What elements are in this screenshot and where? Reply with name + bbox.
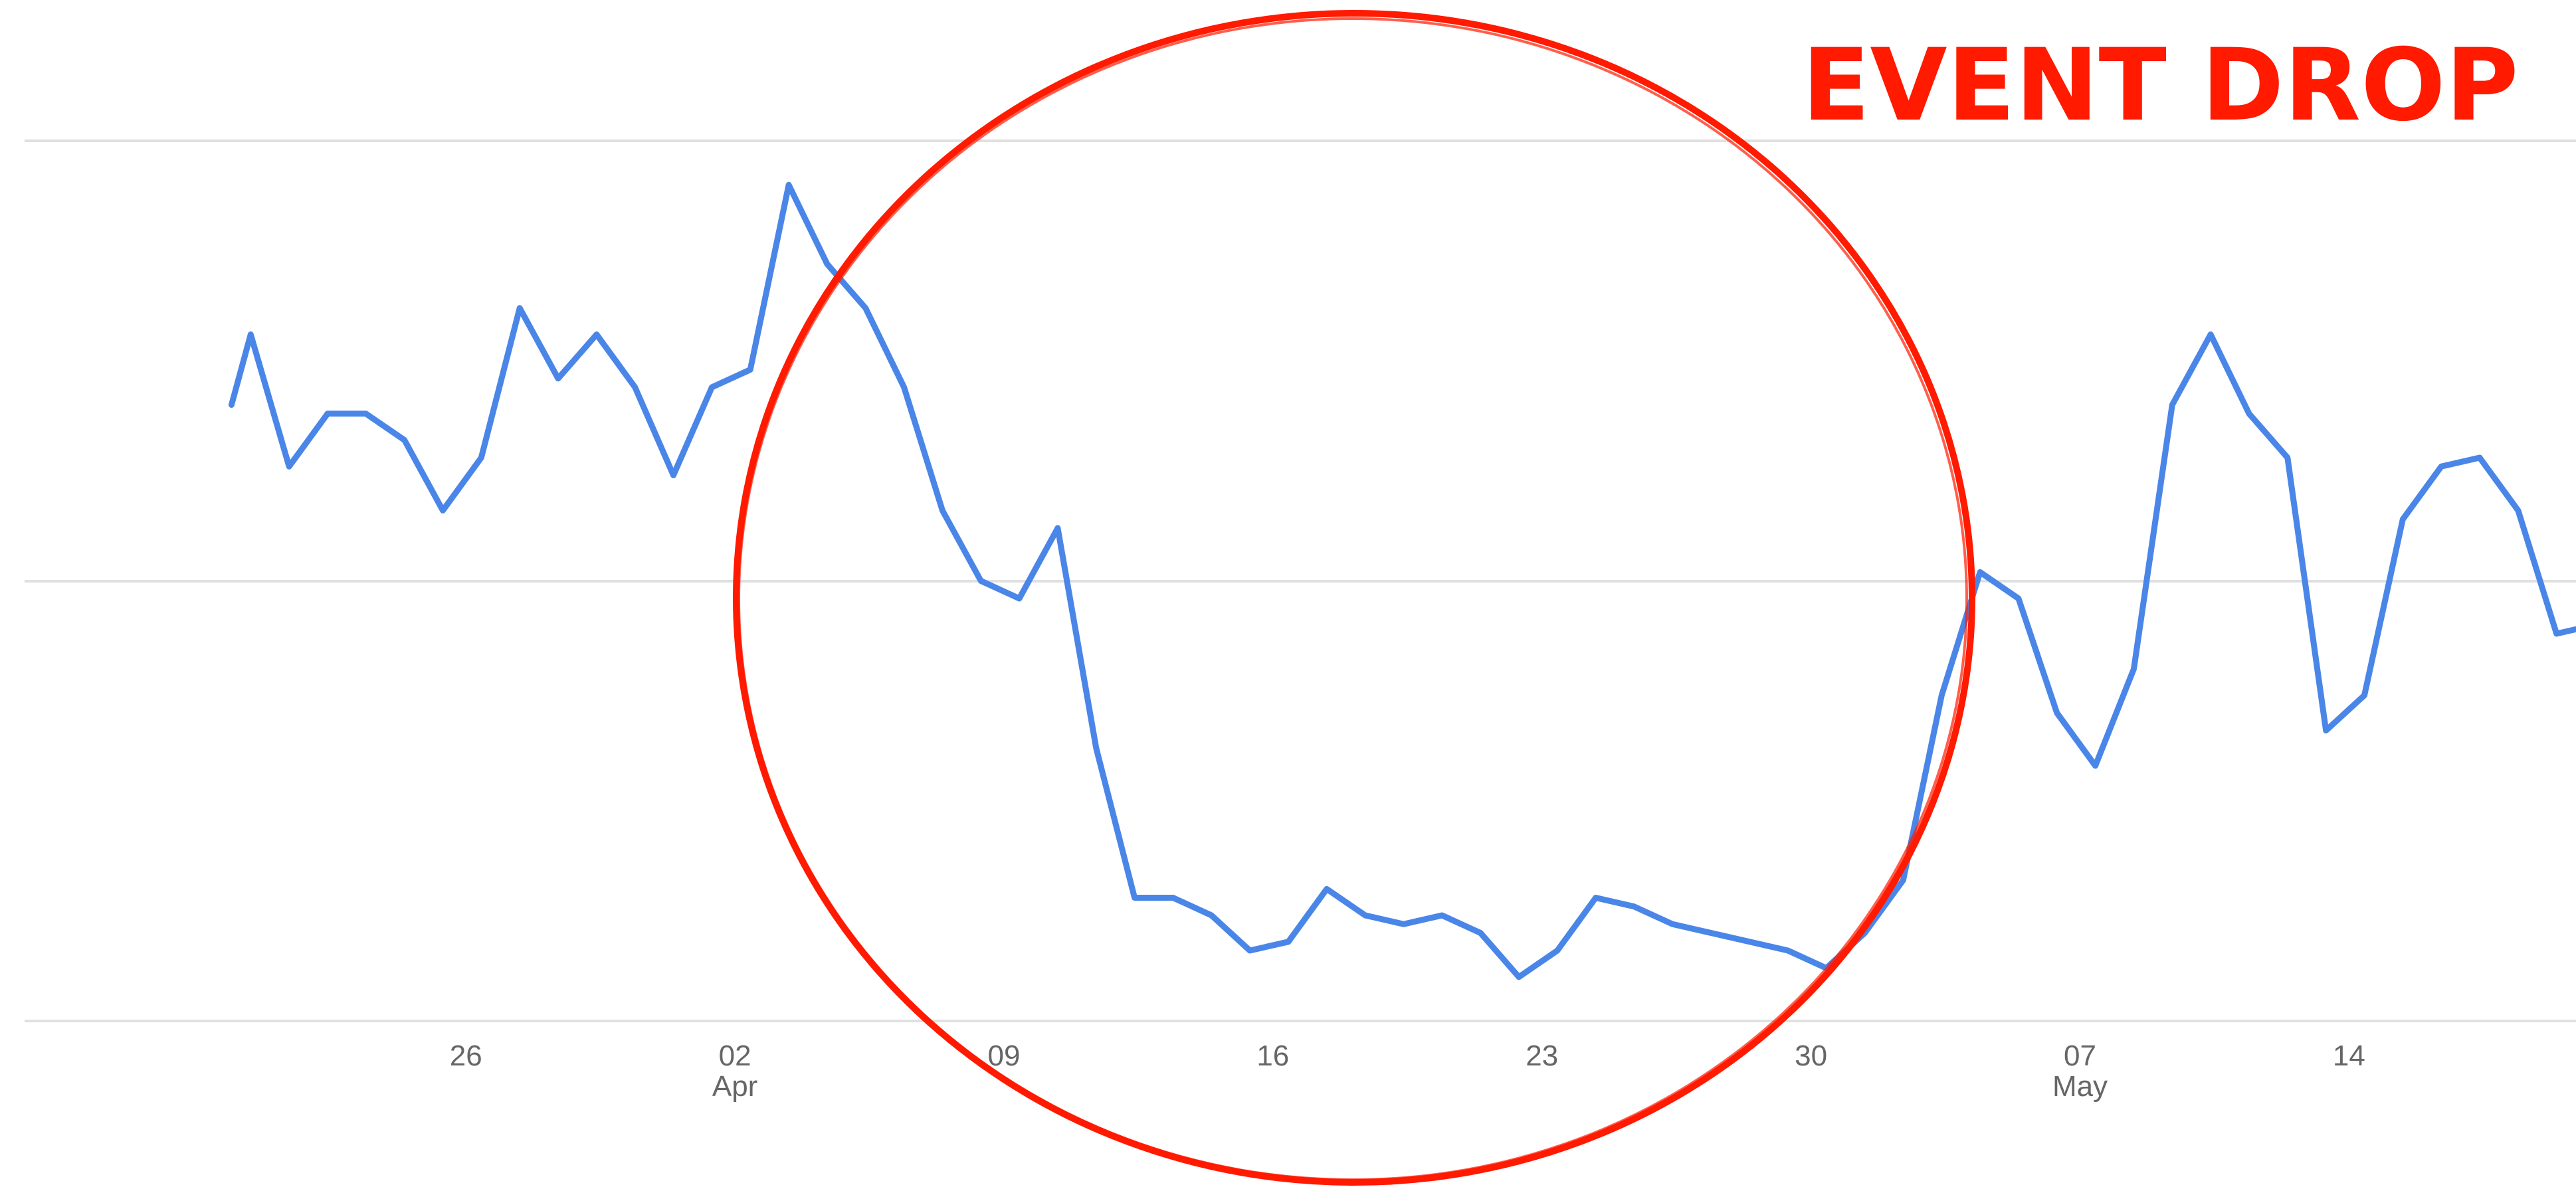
x-tick-label: 16 [1256,1040,1289,1072]
series-line [228,181,2576,980]
x-tick-label: 09 [988,1040,1021,1072]
x-axis-ticks: 2602Apr0916233007May1421 [450,1040,2365,1103]
x-tick-label: 30 [1795,1040,1827,1072]
event-drop-annotation: EVENT DROP [1802,28,2519,143]
event-drop-circle [733,10,1975,1186]
x-tick-label: 26 [450,1040,482,1072]
x-tick-label: 23 [1526,1040,1558,1072]
x-tick-month-label: Apr [712,1070,757,1103]
x-tick-label: 02 [719,1040,751,1072]
x-tick-month-label: May [2052,1070,2108,1103]
x-tick-label: 07 [2064,1040,2096,1072]
event-drop-circle-inner-stroke [738,17,1968,1181]
x-tick-label: 14 [2333,1040,2365,1072]
